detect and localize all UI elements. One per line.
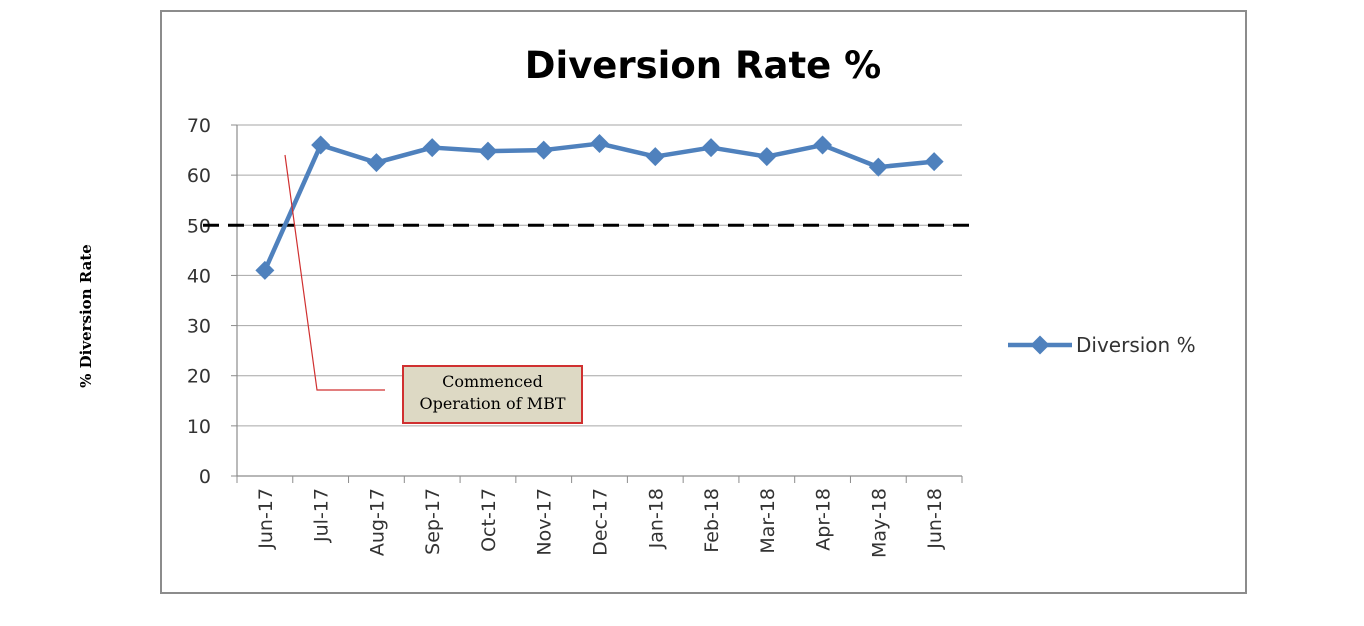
x-tick-label: Nov-17 xyxy=(534,488,556,556)
y-tick-label: 0 xyxy=(199,466,211,488)
data-point xyxy=(813,135,833,155)
annotation-box: Commenced Operation of MBT xyxy=(402,365,583,424)
annotation-line-2: Operation of MBT xyxy=(419,394,566,413)
chart-frame xyxy=(160,10,1247,594)
y-tick-label: 60 xyxy=(187,165,211,187)
data-point xyxy=(311,135,331,155)
annotation-line-1: Commenced xyxy=(442,372,543,391)
data-point xyxy=(366,153,386,173)
x-tick-label: Mar-18 xyxy=(757,488,779,554)
y-tick-label: 50 xyxy=(187,215,211,237)
x-tick-label: Jun-17 xyxy=(255,488,277,550)
y-tick-label: 70 xyxy=(187,115,211,137)
x-tick-label: Feb-18 xyxy=(701,488,723,553)
y-tick-label: 30 xyxy=(187,316,211,338)
gridlines xyxy=(237,124,962,427)
legend: Diversion % xyxy=(1008,333,1196,357)
x-tick-label: Sep-17 xyxy=(422,488,444,555)
x-tick-label: May-18 xyxy=(868,488,890,558)
annotation-leader-line xyxy=(284,154,385,391)
data-point xyxy=(701,138,721,158)
series-line xyxy=(262,141,935,272)
x-tick-label: Oct-17 xyxy=(478,488,500,552)
data-point xyxy=(255,260,275,280)
annotation-leader-group xyxy=(284,154,385,391)
y-tick-label: 20 xyxy=(187,366,211,388)
y-tick-label: 40 xyxy=(187,265,211,287)
legend-label: Diversion % xyxy=(1076,333,1196,357)
x-tick-label: Jun-18 xyxy=(924,488,946,550)
data-point xyxy=(868,157,888,177)
chart-title: Diversion Rate % xyxy=(525,44,881,87)
data-point xyxy=(478,141,498,161)
data-point xyxy=(757,147,777,167)
x-tick-label: Apr-18 xyxy=(813,488,835,551)
x-tick-label: Aug-17 xyxy=(366,488,388,556)
data-point xyxy=(590,134,609,154)
x-tick-label: Jan-18 xyxy=(645,488,667,549)
x-tick-label: Jul-17 xyxy=(311,488,333,543)
legend-marker xyxy=(1030,335,1050,355)
data-point xyxy=(422,138,442,158)
series-group xyxy=(255,134,944,280)
data-point xyxy=(534,140,554,160)
x-tick-labels: Jun-17 Jul-17 Aug-17 Sep-17 Oct-17 Nov-17 Dec-… xyxy=(255,488,946,558)
y-tick-label: 10 xyxy=(187,416,211,438)
x-tick-label: Dec-17 xyxy=(590,488,612,556)
axes xyxy=(231,124,963,483)
data-point xyxy=(645,147,665,167)
y-tick-labels: 0 10 20 30 40 50 60 70 xyxy=(187,115,211,488)
data-point xyxy=(924,152,944,172)
